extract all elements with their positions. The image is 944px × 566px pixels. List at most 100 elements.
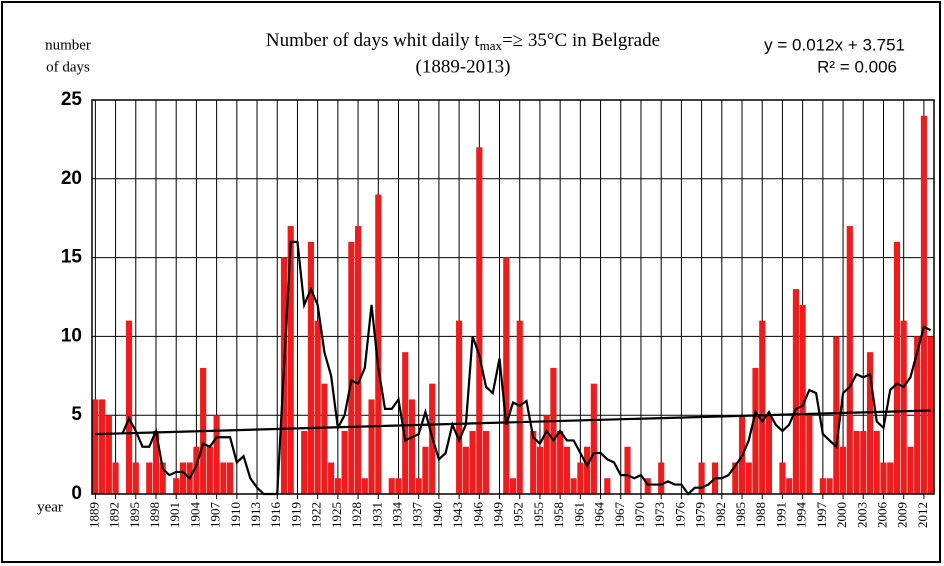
bar xyxy=(368,399,375,494)
x-tick-label: 1958 xyxy=(551,502,566,528)
y-tick-label: 15 xyxy=(61,247,83,268)
bar xyxy=(146,462,153,494)
bar xyxy=(469,430,476,494)
x-tick-label: 1955 xyxy=(531,502,546,528)
y-tick-label: 25 xyxy=(61,89,83,110)
trend-line xyxy=(95,409,931,436)
x-tick-label: 2012 xyxy=(915,502,930,528)
bar xyxy=(920,115,927,494)
bar xyxy=(341,430,348,494)
bar xyxy=(105,415,112,494)
bar xyxy=(914,336,921,494)
bar xyxy=(361,478,368,494)
x-tick-label: 2000 xyxy=(834,502,849,528)
bar xyxy=(422,446,429,494)
bar xyxy=(112,462,119,494)
bar xyxy=(348,241,355,494)
bar xyxy=(516,320,523,494)
bar xyxy=(893,241,901,494)
x-tick-label: 2009 xyxy=(895,502,910,528)
bar xyxy=(866,352,874,494)
x-tick-label: 1964 xyxy=(592,502,607,529)
bar xyxy=(159,462,166,494)
x-tick-label: 1952 xyxy=(511,502,526,528)
bar xyxy=(779,462,786,494)
chart-title: Number of days whit daily tmax=≥ 35°C in… xyxy=(266,30,660,53)
x-tick-label: 1967 xyxy=(612,502,627,529)
x-tick-label: 1919 xyxy=(288,502,303,528)
x-tick-label: 1892 xyxy=(107,502,122,528)
y-axis-label: number xyxy=(45,37,91,53)
moving-average-line xyxy=(121,240,932,496)
bar xyxy=(456,320,463,494)
x-tick-label: 2003 xyxy=(854,502,869,528)
x-tick-label: 1961 xyxy=(571,502,586,528)
bar xyxy=(584,446,591,494)
y-tick-label: 0 xyxy=(71,483,82,504)
x-tick-label: 1994 xyxy=(794,502,809,529)
bar xyxy=(833,336,840,494)
x-tick-label: 1925 xyxy=(329,502,344,528)
bar xyxy=(227,462,234,494)
bar xyxy=(509,478,517,494)
x-tick-label: 1940 xyxy=(430,502,445,528)
bar xyxy=(887,462,894,494)
x-tick-label: 1943 xyxy=(450,502,465,528)
x-tick-label: 1931 xyxy=(369,502,384,528)
bar xyxy=(152,430,160,494)
x-tick-label: 1937 xyxy=(410,502,425,529)
bar xyxy=(907,446,914,494)
x-tick-label: 1922 xyxy=(309,502,324,528)
x-tick-label: 1946 xyxy=(470,502,485,529)
bar xyxy=(543,415,550,494)
chart-subtitle: (1889-2013) xyxy=(416,56,511,77)
bar xyxy=(334,478,341,494)
bar xyxy=(745,462,752,494)
bar xyxy=(839,446,847,494)
bar xyxy=(799,304,806,494)
bar xyxy=(388,478,395,494)
bar xyxy=(732,462,739,494)
x-tick-label: 1976 xyxy=(672,502,687,529)
bar xyxy=(550,367,557,494)
bar xyxy=(759,320,766,494)
bar xyxy=(301,430,308,494)
bar xyxy=(806,415,813,494)
title-subscript: max xyxy=(480,38,503,53)
bar xyxy=(644,478,651,494)
bar xyxy=(193,446,200,494)
bar xyxy=(590,383,597,494)
bar xyxy=(819,478,826,494)
bar xyxy=(314,320,321,494)
y-axis-label: of days xyxy=(46,59,90,75)
bar xyxy=(213,415,220,494)
bar xyxy=(355,226,362,494)
y-tick-label: 20 xyxy=(61,168,82,189)
y-tick-label: 10 xyxy=(61,325,82,346)
bar xyxy=(624,446,631,494)
bar xyxy=(846,226,853,494)
bar xyxy=(220,462,227,494)
bar xyxy=(570,478,577,494)
x-tick-label: 1970 xyxy=(632,502,647,528)
bar xyxy=(482,430,490,494)
x-tick-label: 1889 xyxy=(86,502,101,528)
bar xyxy=(173,478,180,494)
y-tick-label: 5 xyxy=(71,404,82,425)
x-tick-label: 1913 xyxy=(248,502,263,528)
bar xyxy=(860,430,867,494)
bar xyxy=(765,415,773,494)
bar xyxy=(415,478,422,494)
bar xyxy=(577,462,584,494)
bar xyxy=(375,194,382,494)
bar xyxy=(99,399,106,494)
bar xyxy=(179,462,187,494)
x-tick-label: 1904 xyxy=(187,502,202,529)
x-tick-label: 1949 xyxy=(491,502,506,528)
title-rest: =≥ 35°C in Belgrade xyxy=(502,30,660,51)
bar xyxy=(408,399,416,494)
bar xyxy=(476,147,483,494)
bar xyxy=(92,399,99,494)
bar xyxy=(873,430,880,494)
